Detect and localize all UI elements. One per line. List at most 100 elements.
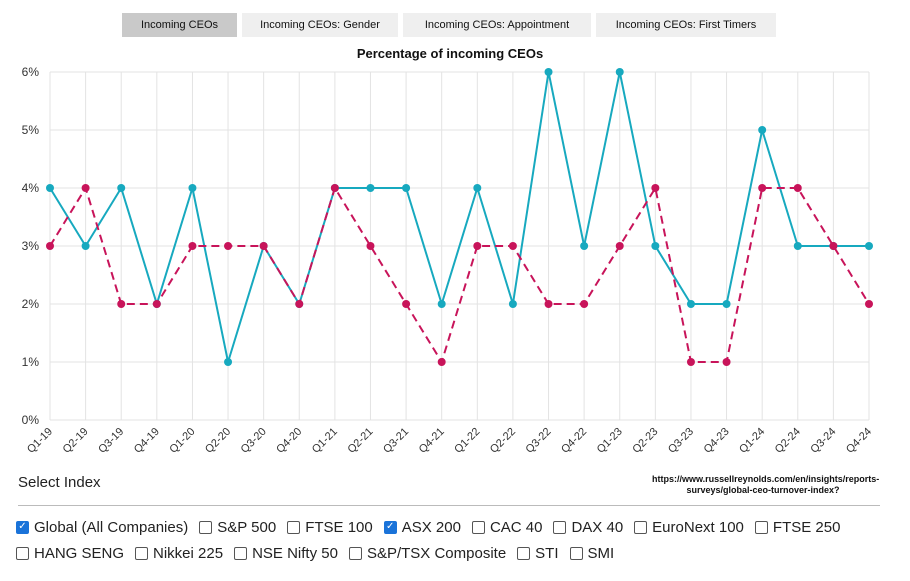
index-option-label: STI bbox=[535, 544, 559, 562]
index-option[interactable]: HANG SENG bbox=[16, 543, 124, 563]
data-point[interactable] bbox=[295, 300, 304, 308]
data-point[interactable] bbox=[580, 242, 589, 250]
data-point[interactable] bbox=[651, 242, 660, 250]
index-option-label: S&P/TSX Composite bbox=[366, 544, 507, 562]
y-tick-label: 1% bbox=[22, 355, 40, 369]
checkbox-unchecked-icon[interactable] bbox=[471, 520, 485, 534]
checkbox-unchecked-icon[interactable] bbox=[16, 546, 29, 560]
x-tick-label: Q4-20 bbox=[274, 426, 304, 456]
index-option-label: Nikkei 225 bbox=[153, 544, 224, 562]
tab-incoming-ceos-first-timers[interactable]: Incoming CEOs: First Timers bbox=[596, 13, 776, 37]
data-point[interactable] bbox=[117, 300, 126, 308]
data-point[interactable] bbox=[865, 300, 873, 308]
index-option-label: DAX 40 bbox=[571, 518, 624, 536]
data-point[interactable] bbox=[402, 184, 411, 192]
index-option[interactable]: ✓ ASX 200 bbox=[383, 517, 461, 537]
data-point[interactable] bbox=[615, 68, 624, 76]
x-tick-label: Q1-21 bbox=[310, 426, 340, 456]
x-tick-label: Q4-19 bbox=[132, 426, 162, 456]
checkbox-unchecked-icon[interactable] bbox=[634, 520, 648, 534]
tab-bar: Incoming CEOs Incoming CEOs: Gender Inco… bbox=[0, 13, 910, 37]
checkbox-unchecked-icon[interactable] bbox=[754, 520, 768, 534]
data-point[interactable] bbox=[686, 358, 695, 366]
x-tick-label: Q3-20 bbox=[239, 426, 269, 456]
x-tick-label: Q2-22 bbox=[488, 426, 518, 456]
x-tick-label: Q4-23 bbox=[702, 426, 732, 456]
data-point[interactable] bbox=[330, 184, 339, 192]
data-point[interactable] bbox=[46, 184, 54, 192]
data-point[interactable] bbox=[188, 184, 197, 192]
data-point[interactable] bbox=[758, 184, 767, 192]
data-point[interactable] bbox=[259, 242, 268, 250]
data-point[interactable] bbox=[224, 358, 233, 366]
data-point[interactable] bbox=[117, 184, 126, 192]
x-tick-label: Q3-23 bbox=[666, 426, 696, 456]
data-point[interactable] bbox=[544, 300, 553, 308]
data-point[interactable] bbox=[224, 242, 233, 250]
index-option[interactable]: S&P/TSX Composite bbox=[348, 543, 507, 563]
checkbox-unchecked-icon[interactable] bbox=[199, 520, 213, 534]
data-point[interactable] bbox=[437, 358, 446, 366]
series-line bbox=[49, 71, 869, 363]
data-point[interactable] bbox=[366, 242, 375, 250]
data-point[interactable] bbox=[437, 300, 446, 308]
data-point[interactable] bbox=[580, 300, 589, 308]
data-point[interactable] bbox=[508, 300, 517, 308]
checkbox-unchecked-icon[interactable] bbox=[135, 546, 149, 560]
data-point[interactable] bbox=[81, 242, 90, 250]
index-option[interactable]: FTSE 100 bbox=[287, 517, 373, 537]
index-option[interactable]: STI bbox=[517, 543, 559, 563]
tab-incoming-ceos-appointment[interactable]: Incoming CEOs: Appointment bbox=[403, 13, 591, 37]
data-point[interactable] bbox=[508, 242, 517, 250]
data-point[interactable] bbox=[366, 184, 375, 192]
y-tick-label: 6% bbox=[22, 65, 40, 79]
checkbox-unchecked-icon[interactable] bbox=[287, 520, 301, 534]
data-point[interactable] bbox=[865, 242, 873, 250]
index-option[interactable]: ✓ Global (All Companies) bbox=[16, 517, 188, 537]
checkbox-unchecked-icon[interactable] bbox=[234, 546, 248, 560]
data-point[interactable] bbox=[188, 242, 197, 250]
index-option-label: SMI bbox=[587, 544, 615, 562]
tab-incoming-ceos[interactable]: Incoming CEOs bbox=[122, 13, 237, 37]
checkbox-checked-icon[interactable]: ✓ bbox=[383, 520, 397, 534]
index-option[interactable]: S&P 500 bbox=[199, 517, 276, 537]
index-option[interactable]: FTSE 250 bbox=[754, 517, 840, 537]
x-tick-label: Q2-20 bbox=[203, 426, 233, 456]
data-point[interactable] bbox=[152, 300, 161, 308]
data-point[interactable] bbox=[829, 242, 838, 250]
data-point[interactable] bbox=[651, 184, 660, 192]
data-point[interactable] bbox=[722, 358, 731, 366]
data-point[interactable] bbox=[758, 126, 767, 134]
index-option[interactable]: CAC 40 bbox=[471, 517, 542, 537]
index-option[interactable]: EuroNext 100 bbox=[634, 517, 744, 537]
x-tick-label: Q4-24 bbox=[844, 426, 874, 456]
tab-incoming-ceos-gender[interactable]: Incoming CEOs: Gender bbox=[242, 13, 398, 37]
checkbox-unchecked-icon[interactable] bbox=[569, 546, 583, 560]
data-point[interactable] bbox=[473, 184, 482, 192]
data-point[interactable] bbox=[793, 184, 802, 192]
index-option-label: FTSE 100 bbox=[305, 518, 373, 536]
chart-title: Percentage of incoming CEOs bbox=[357, 46, 543, 61]
x-tick-label: Q3-19 bbox=[96, 426, 126, 456]
x-tick-label: Q1-19 bbox=[25, 426, 55, 456]
data-point[interactable] bbox=[615, 242, 624, 250]
y-tick-label: 4% bbox=[22, 181, 40, 195]
index-option[interactable]: NSE Nifty 50 bbox=[234, 543, 338, 563]
data-point[interactable] bbox=[722, 300, 731, 308]
data-point[interactable] bbox=[46, 242, 54, 250]
checkbox-checked-icon[interactable]: ✓ bbox=[16, 520, 29, 534]
index-option[interactable]: DAX 40 bbox=[553, 517, 623, 537]
data-point[interactable] bbox=[81, 184, 90, 192]
select-index-label: Select Index bbox=[18, 474, 101, 491]
checkbox-unchecked-icon[interactable] bbox=[517, 546, 531, 560]
index-option[interactable]: Nikkei 225 bbox=[135, 543, 223, 563]
data-point[interactable] bbox=[686, 300, 695, 308]
data-point[interactable] bbox=[544, 68, 553, 76]
data-point[interactable] bbox=[402, 300, 411, 308]
checkbox-unchecked-icon[interactable] bbox=[348, 546, 362, 560]
index-option[interactable]: SMI bbox=[569, 543, 615, 563]
x-tick-label: Q3-24 bbox=[808, 426, 838, 456]
data-point[interactable] bbox=[793, 242, 802, 250]
data-point[interactable] bbox=[473, 242, 482, 250]
checkbox-unchecked-icon[interactable] bbox=[553, 520, 567, 534]
